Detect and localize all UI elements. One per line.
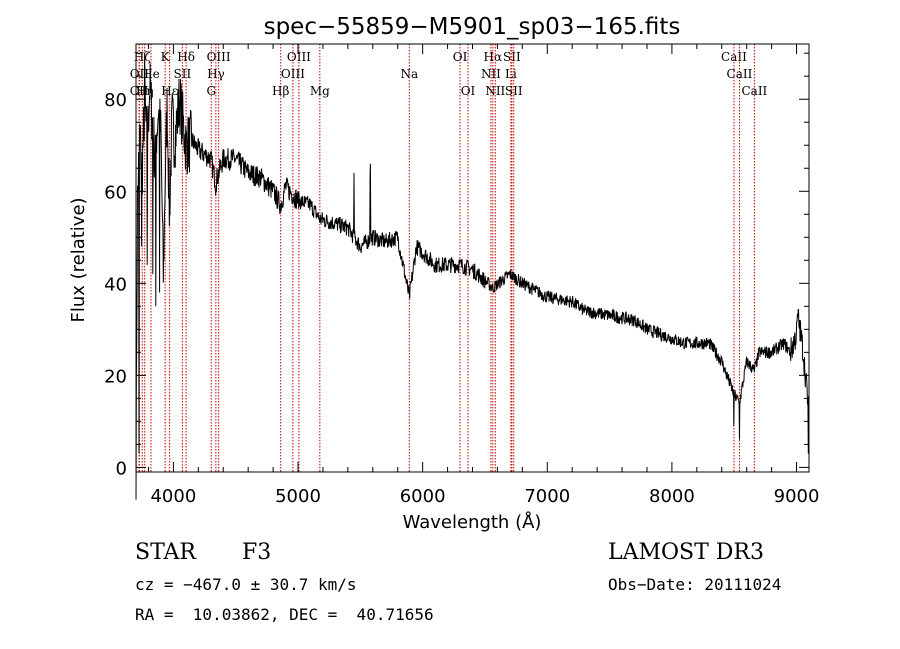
spectral-line-label: OIII [287,50,311,64]
spectral-line-label: CaII [727,67,753,81]
object-class: STAR [135,540,196,565]
spectral-line-label: Hα [484,50,503,64]
spectral-line-label: K [161,50,171,64]
y-tick-label: 0 [116,458,127,479]
spectrum-series [135,53,810,500]
flux-series-line [135,53,810,500]
x-tick-label: 8000 [649,486,695,507]
spectral-line-label: NII [485,84,505,98]
x-tick-label: 7000 [524,486,570,507]
spectral-line-label: OIII [281,67,305,81]
y-tick-label: 80 [104,90,127,111]
spectral-line-label: SII [174,67,192,81]
x-tick-label: 4000 [150,486,196,507]
plot-frame [135,43,810,473]
y-tick-label: 40 [104,274,127,295]
x-axis-label: Wavelength (Å) [403,511,542,533]
spectral-line-label: He [142,67,160,81]
spectral-line-label: Hβ [272,84,289,98]
chart-title: spec−55859−M5901_sp03−165.fits [264,14,681,40]
spectral-line-label: SII [503,50,521,64]
spectral-line-label: Hε [161,84,178,98]
y-axis-label: Flux (relative) [68,197,89,322]
spectral-line-label: SII [505,84,523,98]
x-tick-label: 5000 [275,486,321,507]
y-tick-label: 20 [104,366,127,387]
obs-date-text: Obs−Date: 20111024 [608,575,782,594]
spectral-line-label: Na [400,67,418,81]
spectral-line-label: CaII [721,50,747,64]
x-tick-label: 6000 [400,486,446,507]
survey-name: LAMOST DR3 [608,540,764,565]
spectrum-chart: spec−55859−M5901_sp03−165.fits HζOIICIIH… [68,14,819,533]
spectral-line-label: OI [453,50,468,64]
spectral-line-label: Mg [310,84,330,98]
spectral-line-label: Li [505,67,517,81]
y-tick-label: 60 [104,182,127,203]
spectral-line-label: Hδ [177,50,195,64]
spectral-line-label: CaII [741,84,767,98]
axis-ticks: 4000 5000 6000 7000 8000 9000 0 20 40 60 80 [104,44,819,507]
spectral-line-label: OIII [207,50,231,64]
spectral-line-label: G [206,84,216,98]
spectral-line-label: Hγ [207,67,225,81]
x-tick-label: 9000 [774,486,820,507]
spectral-line-label: OI [461,84,476,98]
spectral-line-label: NII [481,67,501,81]
redshift-text: cz = −467.0 ± 30.7 km/s [135,575,357,594]
object-subclass: F3 [242,540,272,565]
coordinates-text: RA = 10.03862, DEC = 40.71656 [135,605,434,624]
